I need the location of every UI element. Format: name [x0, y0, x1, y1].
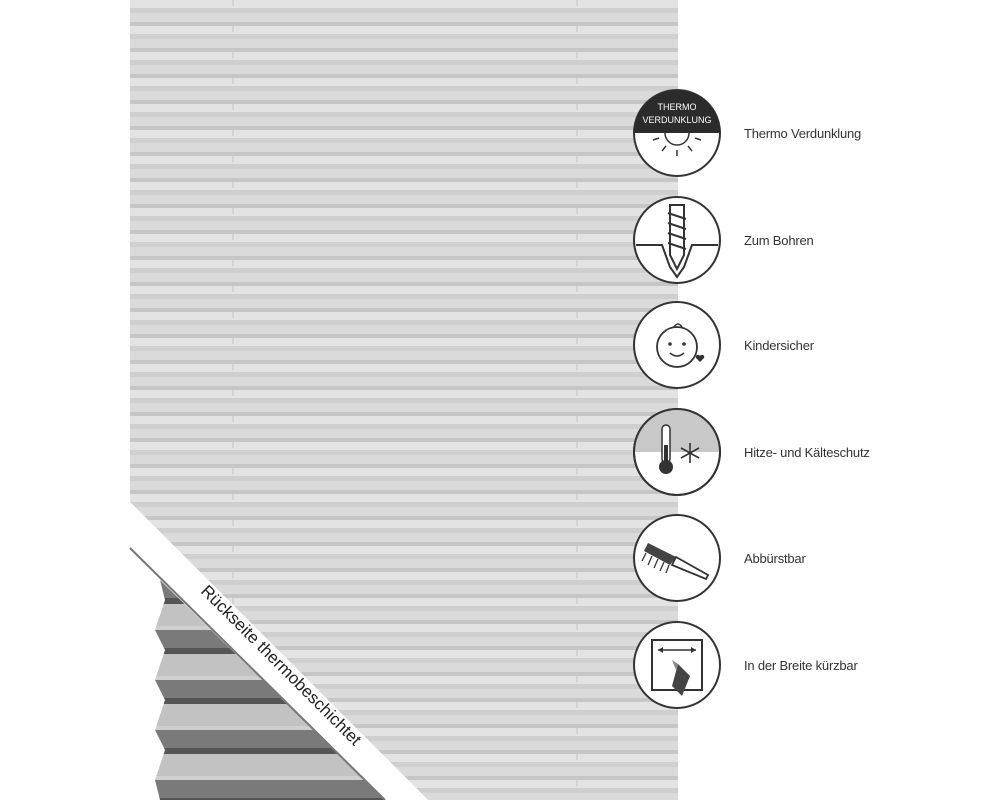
svg-text:THERMO: THERMO — [658, 102, 697, 112]
screw-icon — [633, 196, 721, 284]
feature-label: Thermo Verdunklung — [744, 125, 862, 141]
brush-icon — [633, 514, 721, 602]
svg-text:VERDUNKLUNG: VERDUNKLUNG — [642, 115, 711, 125]
feature-childsafe: Kindersicher — [632, 300, 992, 390]
thermometer-snowflake-icon — [633, 408, 721, 496]
feature-label: In der Breite kürzbar — [744, 657, 858, 673]
feature-brushable: Abbürstbar — [632, 513, 992, 603]
feature-label: Abbürstbar — [744, 550, 806, 566]
blind-back-pleats — [155, 580, 385, 800]
feature-label: Kindersicher — [744, 337, 814, 353]
feature-thermal: Hitze- und Kälteschutz — [632, 407, 992, 497]
feature-label: Zum Bohren — [744, 232, 814, 248]
feature-cuttable: In der Breite kürzbar — [632, 620, 992, 710]
feature-thermo: THERMO VERDUNKLUNG Thermo Verdunklung — [632, 88, 992, 178]
diagonal-band — [130, 502, 428, 800]
feature-label: Hitze- und Kälteschutz — [744, 444, 870, 460]
baby-face-icon — [633, 301, 721, 389]
thermo-sun-icon: THERMO VERDUNKLUNG — [633, 89, 721, 177]
cutter-icon — [633, 621, 721, 709]
blind-front — [130, 0, 678, 800]
feature-drill: Zum Bohren — [632, 195, 992, 285]
